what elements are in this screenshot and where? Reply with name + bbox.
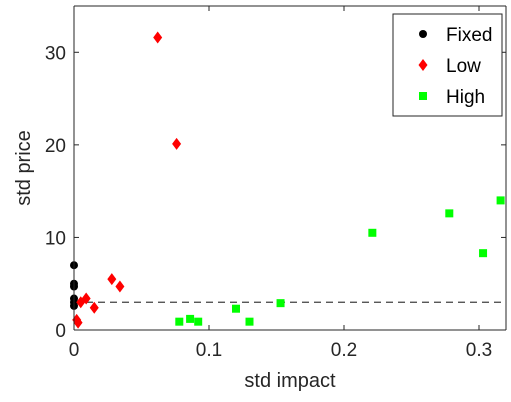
data-point-low bbox=[73, 316, 83, 329]
data-point-low bbox=[172, 137, 182, 150]
ticks-layer: 0 0.1 0.2 0.3 0 10 20 30 bbox=[45, 6, 506, 361]
data-point-high bbox=[445, 209, 454, 218]
data-point-low bbox=[89, 301, 99, 314]
data-point-high bbox=[175, 317, 184, 326]
x-tick-label: 0.2 bbox=[331, 340, 357, 361]
x-tick-label: 0.1 bbox=[196, 340, 222, 361]
axes-layer bbox=[73, 5, 507, 331]
legend-marker-high bbox=[419, 92, 427, 100]
y-axis-title: std price bbox=[13, 130, 35, 206]
y-tick-label: 30 bbox=[45, 43, 66, 64]
y-tick-label: 10 bbox=[45, 228, 66, 249]
x-tick-label: 0.3 bbox=[466, 340, 492, 361]
data-point-high bbox=[496, 196, 505, 205]
y-tick-label: 20 bbox=[45, 136, 66, 157]
data-point-low bbox=[76, 296, 86, 309]
legend-label-high: High bbox=[446, 87, 485, 108]
data-point-high bbox=[368, 228, 377, 237]
data-point-low bbox=[115, 280, 125, 293]
legend-marker-low bbox=[418, 59, 428, 71]
data-point-high bbox=[232, 304, 240, 313]
legend: Fixed Low High bbox=[392, 13, 503, 117]
data-point-high bbox=[479, 249, 488, 258]
y-tick-label: 0 bbox=[55, 321, 66, 342]
data-point-low bbox=[153, 31, 163, 44]
x-tick-label: 0 bbox=[69, 340, 80, 361]
data-point-high bbox=[186, 314, 195, 323]
legend-marker-fixed bbox=[419, 30, 427, 38]
legend-items: Fixed Low High bbox=[418, 25, 492, 108]
data-point-high bbox=[276, 299, 285, 308]
data-point-high bbox=[245, 317, 254, 326]
data-point-high bbox=[194, 317, 203, 326]
legend-label-fixed: Fixed bbox=[446, 25, 492, 46]
legend-box bbox=[392, 13, 503, 117]
legend-label-low: Low bbox=[446, 56, 481, 77]
data-point-low bbox=[107, 273, 117, 286]
x-axis-title: std impact bbox=[244, 370, 336, 392]
